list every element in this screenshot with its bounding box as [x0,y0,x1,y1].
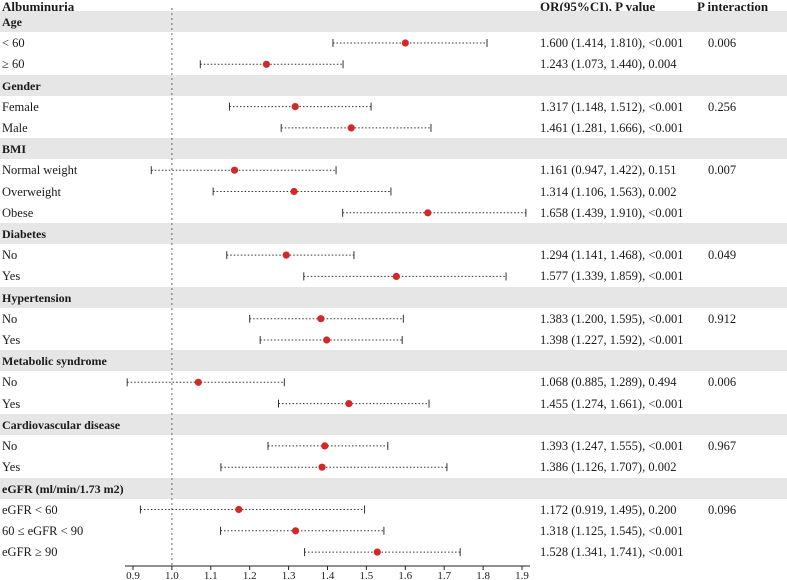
or-point [290,187,298,196]
x-tick-label: 1.5 [360,570,374,580]
or-point [230,166,239,174]
group-label: Age [2,15,22,29]
p-interaction-value: 0.256 [708,99,737,114]
row-label: Female [2,99,39,114]
or-point [262,60,271,68]
row-label: No [2,248,18,263]
row-label: No [2,438,18,453]
x-tick-label: 1.2 [243,570,257,580]
row-label: Male [2,120,28,135]
or-point [347,124,355,132]
or-point [194,378,202,386]
row-label: Yes [2,333,21,347]
p-interaction-header: P interaction [697,0,769,14]
group-label: Hypertension [2,290,72,305]
x-tick-label: 1.0 [165,570,179,580]
p-interaction-value: 0.049 [708,248,737,263]
or-ci-value: 1.528 (1.341, 1.741), <0.001 [540,545,684,560]
row-label: ≥ 60 [2,57,25,72]
x-tick-label: 1.6 [398,570,412,580]
or-point [401,39,409,47]
row-label: eGFR ≥ 90 [2,545,58,560]
group-label: BMI [2,142,26,157]
or-point [321,442,329,450]
group-label: Metabolic syndrome [2,354,107,369]
or-ci-value: 1.068 (0.885, 1.289), 0.494 [540,375,677,390]
or-point [323,336,331,344]
x-tick-label: 1.9 [515,570,529,580]
or-ci-value: 1.317 (1.148, 1.512), <0.001 [540,99,684,114]
p-interaction-value: 0.967 [708,438,737,453]
x-tick-label: 1.7 [437,570,451,580]
row-label: Yes [2,269,21,284]
or-point [292,527,300,535]
p-interaction-value: 0.096 [708,502,737,517]
or-ci-value: 1.314 (1.106, 1.563), 0.002 [540,184,677,199]
group-band [0,477,787,499]
group-band [0,350,787,372]
or-point [345,400,353,408]
row-label: 60 ≤ eGFR < 90 [2,523,84,538]
group-label: eGFR (ml/min/1.73 m2) [2,481,124,496]
group-label: Gender [2,78,41,93]
p-interaction-value: 0.912 [708,311,737,326]
group-band [0,138,787,160]
p-interaction-value: 0.006 [708,36,737,50]
group-label: Diabetes [2,227,46,242]
row-label: Yes [2,460,21,475]
outcome-title: Albuminuria [2,0,75,14]
or-ci-value: 1.455 (1.274, 1.661), <0.001 [540,396,684,411]
group-band [0,11,787,32]
or-point [282,251,290,259]
x-tick-label: 1.4 [321,570,335,580]
row-label: No [2,311,18,326]
p-interaction-value: 0.007 [708,163,737,178]
or-ci-value: 1.658 (1.439, 1.910), <0.001 [540,205,684,220]
x-tick-label: 0.9 [126,570,140,580]
or-ci-value: 1.294 (1.141, 1.468), <0.001 [540,248,684,263]
x-tick-label: 1.8 [476,570,490,580]
or-point [392,272,400,280]
row-label: No [2,375,18,390]
row-label: < 60 [2,36,25,50]
p-interaction-value: 0.006 [708,375,737,390]
row-label: Normal weight [2,163,78,178]
group-band [0,413,787,435]
group-band [0,74,787,96]
or-ci-value: 1.577 (1.339, 1.859), <0.001 [540,269,684,284]
or-point [373,548,381,556]
group-label: Cardiovascular disease [2,417,121,432]
or-ci-value: 1.172 (0.919, 1.495), 0.200 [540,502,677,517]
or-column-header: OR(95%CI), P value [540,0,656,14]
or-ci-value: 1.161 (0.947, 1.422), 0.151 [540,163,677,178]
group-band [0,286,787,308]
x-tick-label: 1.1 [204,570,218,580]
or-point [424,209,432,217]
group-band [0,223,787,245]
or-ci-value: 1.600 (1.414, 1.810), <0.001 [540,36,684,50]
row-label: Obese [2,205,34,220]
or-point [235,505,243,514]
row-label: Yes [2,396,21,411]
or-ci-value: 1.461 (1.281, 1.666), <0.001 [540,120,684,135]
row-label: Overweight [2,184,62,199]
or-ci-value: 1.393 (1.247, 1.555), <0.001 [540,438,684,453]
or-ci-value: 1.318 (1.125, 1.545), <0.001 [540,523,684,538]
or-ci-value: 1.383 (1.200, 1.595), <0.001 [540,311,684,326]
or-ci-value: 1.398 (1.227, 1.592), <0.001 [540,333,684,347]
x-tick-label: 1.3 [282,570,296,580]
or-point [318,463,326,471]
row-label: eGFR < 60 [2,502,58,517]
or-point [291,103,299,111]
or-point [317,315,325,323]
or-ci-value: 1.386 (1.126, 1.707), 0.002 [540,460,677,475]
or-ci-value: 1.243 (1.073, 1.440), 0.004 [540,57,677,72]
